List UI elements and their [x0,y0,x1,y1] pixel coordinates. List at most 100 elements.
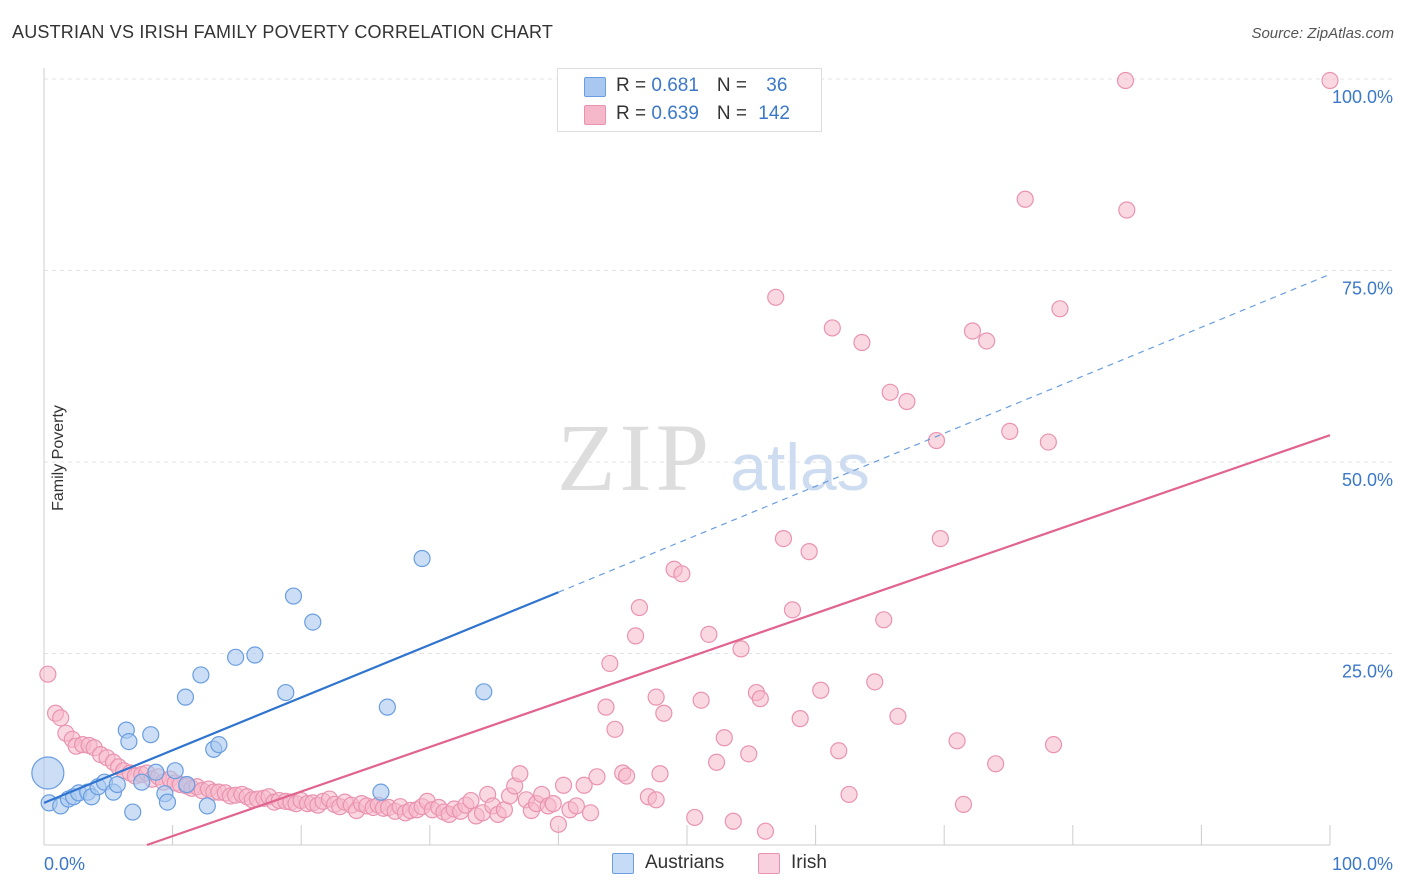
irish-point [948,732,966,750]
grid-lines [44,78,1392,654]
irish-point [740,745,758,763]
irish-point [39,665,57,683]
irish-point [673,565,691,583]
irish-series [39,71,1339,840]
irish-point [544,795,562,813]
irish-point [931,529,949,548]
legend-n-value: 36 [766,75,788,96]
irish-point [511,765,529,783]
y-tick-label: 75.0% [1342,279,1393,299]
bottom-legend: Austrians Irish [0,852,1406,876]
austrian-point [227,648,245,666]
watermark-zip: ZIP [557,404,713,511]
legend-r-label: R = [616,75,652,96]
irish-point [866,673,884,691]
austrian-point [147,763,165,781]
irish-point [1321,71,1339,90]
austrians-trend-dashed [558,273,1331,593]
legend-n-label: N = [716,103,753,124]
austrian-point-large [31,756,65,790]
irish-point [875,611,893,629]
irish-point [724,812,742,830]
irish-point [617,767,636,785]
austrians-series [31,549,493,821]
irish-point [630,598,649,617]
irish-point [853,333,871,352]
irish-point [52,709,70,727]
irish-point [791,710,809,728]
austrian-point [124,803,142,821]
irish-point [692,691,710,709]
irish-point [686,808,704,827]
austrian-point [210,736,228,754]
irish-point [647,791,665,809]
austrian-point [133,773,151,791]
irish-point [655,704,673,722]
irish-point [889,707,907,725]
irish-point [606,720,624,738]
legend-r-value: 0.639 [651,103,699,124]
bottom-legend-irish: Irish [758,852,827,874]
irish-point [830,742,848,760]
irish-point [597,698,615,716]
x-tick-label-end: 100.0% [1332,854,1393,874]
legend-n-value: 142 [758,103,790,124]
irish-trend [146,434,1331,847]
x-tick-label-start: 0.0% [44,854,85,874]
bottom-legend-label-irish: Irish [791,852,827,873]
irish-point [567,797,586,815]
irish-point [812,681,830,699]
irish-point [1044,736,1063,754]
irish-point [927,431,946,450]
austrian-point [475,683,493,701]
irish-point [707,753,726,771]
axes [43,68,1331,846]
irish-point [462,791,480,810]
austrian-point [246,646,264,664]
austrian-point [178,775,196,794]
irish-point [1118,201,1136,219]
irish-point [549,815,568,833]
y-tick-label: 100.0% [1332,87,1393,107]
austrian-point [166,762,184,780]
austrian-point [372,783,390,801]
irish-point [767,288,785,306]
irish-point [963,322,982,340]
austrian-point [142,726,160,744]
irish-point [978,332,996,350]
austrian-point [378,698,396,716]
bottom-legend-label-austrians: Austrians [645,852,725,873]
irish-point [647,688,665,706]
irish-point [554,776,573,794]
austrian-point [413,549,431,568]
irish-point [751,690,769,708]
legend-r-value: 0.681 [651,75,699,96]
trend-lines [43,273,1331,847]
irish-point [1001,422,1019,440]
irish-point [954,795,973,814]
chart-title: AUSTRIAN VS IRISH FAMILY POVERTY CORRELA… [12,22,554,42]
y-tick-label: 25.0% [1342,662,1393,682]
irish-point [774,529,793,548]
irish-point [575,776,593,794]
legend-swatch-irish [584,105,606,125]
legend-text-irish: R = 0.639 N = 142 [616,103,790,125]
irish-point [898,392,916,411]
austrian-point [108,775,126,794]
irish-point [783,601,802,619]
irish-point [651,765,669,783]
irish-point [732,640,750,658]
bottom-legend-swatch-irish [758,852,780,874]
bottom-legend-austrians: Austrians [612,852,724,874]
irish-point [700,625,718,643]
austrian-point [284,587,303,605]
bottom-legend-swatch-austrians [612,852,634,874]
watermark-atlas: atlas [730,430,869,504]
irish-point [800,543,818,561]
irish-point [626,627,645,645]
source-label: Source: ZipAtlas.com [1251,25,1394,42]
irish-point [588,768,606,786]
tick-labels: 25.0% 50.0% 75.0% 100.0% 0.0% 100.0% [44,87,1393,874]
irish-point [881,383,899,401]
